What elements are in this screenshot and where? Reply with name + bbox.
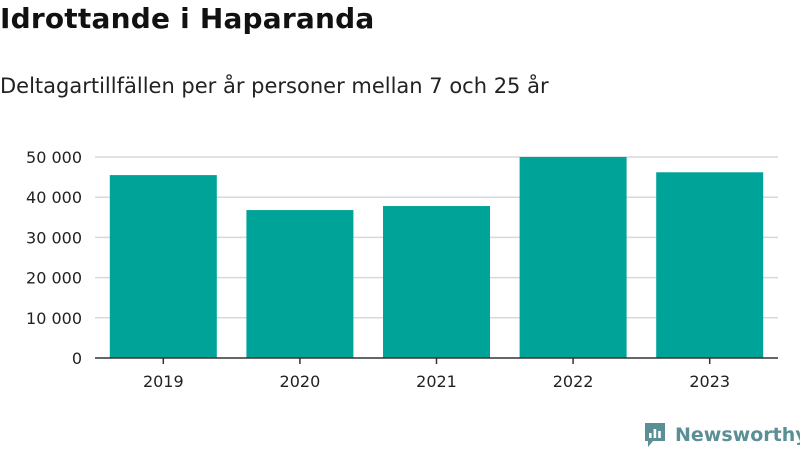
bar-2020	[246, 210, 354, 358]
bar-2023	[656, 172, 764, 358]
x-tick-label: 2022	[553, 372, 594, 391]
bar-2022	[519, 157, 627, 358]
chart-subtitle: Deltagartillfällen per år personer mella…	[0, 74, 549, 98]
y-tick-label: 50 000	[26, 148, 82, 167]
brand-name: Newsworthy	[675, 424, 800, 446]
brand-logo: Newsworthy	[643, 420, 800, 450]
bars	[109, 157, 764, 358]
bar-2021	[383, 206, 490, 358]
y-tick-label: 40 000	[26, 188, 82, 207]
y-tick-label: 30 000	[26, 228, 82, 247]
x-tick-label: 2021	[416, 372, 457, 391]
bar-2019	[109, 175, 217, 358]
axes: 0 10 000 20 000 30 000 40 000 50 000 2019 2020 2…	[26, 148, 778, 391]
y-tick-label: 20 000	[26, 269, 82, 288]
y-tick-label: 0	[72, 349, 82, 368]
newsworthy-logo-icon	[645, 423, 665, 447]
chart-title: Idrottande i Haparanda	[0, 2, 375, 35]
y-tick-label: 10 000	[26, 309, 82, 328]
x-tick-label: 2023	[689, 372, 730, 391]
x-tick-label: 2019	[143, 372, 184, 391]
x-tick-label: 2020	[280, 372, 321, 391]
